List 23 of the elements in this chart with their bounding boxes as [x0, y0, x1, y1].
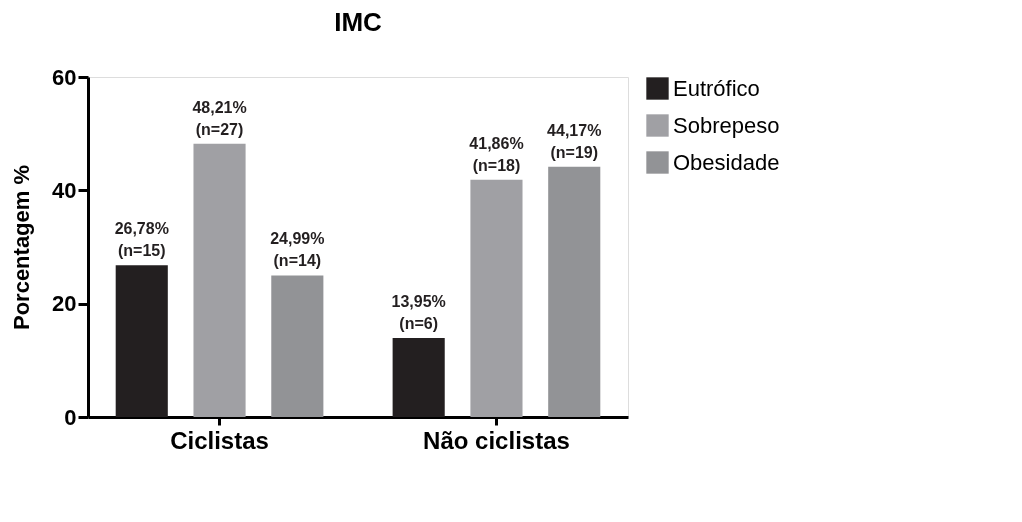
x-tick-label: Não ciclistas: [423, 426, 570, 454]
y-tick-label: 0: [64, 404, 77, 430]
bar: [271, 275, 324, 417]
legend-label: Eutrófico: [673, 75, 760, 101]
y-tick-label: 20: [52, 291, 77, 317]
bar: [470, 179, 523, 417]
bar: [392, 337, 445, 417]
data-label: 24,99% (n=14): [270, 230, 325, 270]
bar: [193, 143, 246, 417]
data-label: 41,86% (n=18): [469, 134, 524, 174]
data-label: 44,17% (n=19): [547, 121, 602, 161]
y-tick-label: 60: [52, 64, 77, 90]
data-label: 48,21% (n=27): [192, 98, 247, 138]
data-label: 13,95% (n=6): [391, 292, 446, 332]
legend-label: Sobrepeso: [673, 112, 780, 138]
y-axis-title: Porcentagem %: [9, 164, 35, 331]
bar: [548, 166, 601, 417]
y-tick-label: 40: [52, 177, 77, 203]
x-tick-label: Ciclistas: [170, 426, 269, 454]
chart-title: IMC: [334, 7, 383, 37]
legend-label: Obesidade: [673, 149, 780, 175]
data-label: 26,78% (n=15): [114, 220, 169, 260]
bar: [115, 265, 168, 417]
